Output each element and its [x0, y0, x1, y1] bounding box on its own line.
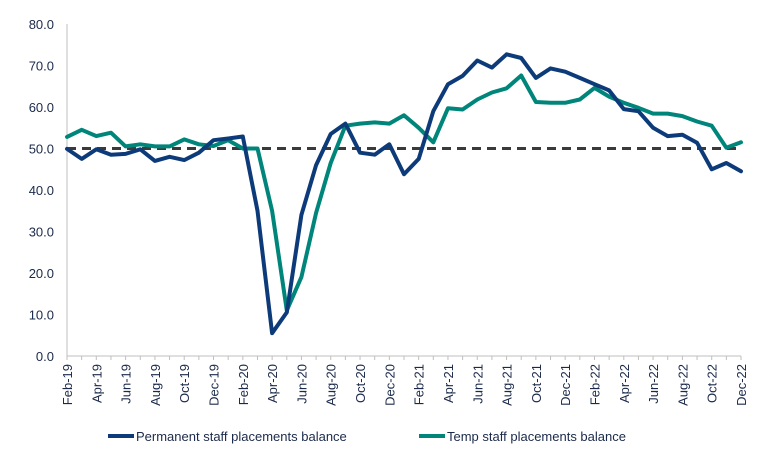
- x-tick-label: Aug-21: [500, 364, 515, 406]
- x-tick-label: Apr-21: [441, 364, 456, 403]
- x-tick-label: Aug-19: [148, 364, 163, 406]
- x-tick-label: Oct-20: [353, 364, 368, 403]
- legend: Permanent staff placements balance Temp …: [108, 429, 626, 444]
- x-tick-label: Aug-22: [675, 364, 690, 406]
- legend-label-permanent: Permanent staff placements balance: [136, 429, 347, 444]
- x-tick-label: Dec-22: [734, 364, 749, 406]
- y-tick-label: 80.0: [29, 17, 54, 32]
- y-tick-label: 10.0: [29, 308, 54, 323]
- series-line-permanent: [65, 52, 743, 336]
- x-tick-label: Feb-21: [412, 364, 427, 405]
- x-tick-label: Feb-20: [236, 364, 251, 405]
- y-tick-label: 40.0: [29, 183, 54, 198]
- y-tick-label: 30.0: [29, 225, 54, 240]
- legend-item-temp: Temp staff placements balance: [419, 429, 626, 444]
- y-tick-label: 20.0: [29, 266, 54, 281]
- x-tick-label: Aug-20: [324, 364, 339, 406]
- x-tick-label: Apr-20: [265, 364, 280, 403]
- y-axis: 0.0 10.0 20.0 30.0 40.0 50.0 60.0 70.0 80.0: [29, 17, 68, 364]
- y-tick-label: 70.0: [29, 59, 54, 74]
- x-axis: Feb-19 Apr-19 Jun-19 Aug-19 Oct-19 Dec-19 Feb-…: [60, 355, 749, 406]
- x-tick-label: Dec-19: [207, 364, 222, 406]
- y-tick-label: 60.0: [29, 100, 54, 115]
- x-tick-label: Feb-22: [587, 364, 602, 405]
- series-line-temp: [65, 73, 743, 313]
- x-tick-label: Jun-19: [119, 364, 134, 404]
- series-group: [65, 52, 743, 336]
- legend-item-permanent: Permanent staff placements balance: [108, 429, 347, 444]
- x-tick-label: Apr-22: [617, 364, 632, 403]
- x-tick-label: Oct-19: [177, 364, 192, 403]
- x-tick-label: Jun-20: [294, 364, 309, 404]
- y-tick-label: 50.0: [29, 142, 54, 157]
- x-tick-label: Apr-19: [89, 364, 104, 403]
- y-tick-label: 0.0: [36, 349, 54, 364]
- x-tick-label: Jun-21: [470, 364, 485, 404]
- x-tick-label: Feb-19: [60, 364, 75, 405]
- x-tick-label: Dec-20: [382, 364, 397, 406]
- x-tick-label: Jun-22: [646, 364, 661, 404]
- legend-label-temp: Temp staff placements balance: [447, 429, 626, 444]
- x-tick-label: Dec-21: [558, 364, 573, 406]
- x-tick-label: Oct-22: [705, 364, 720, 403]
- x-tick-label: Oct-21: [529, 364, 544, 403]
